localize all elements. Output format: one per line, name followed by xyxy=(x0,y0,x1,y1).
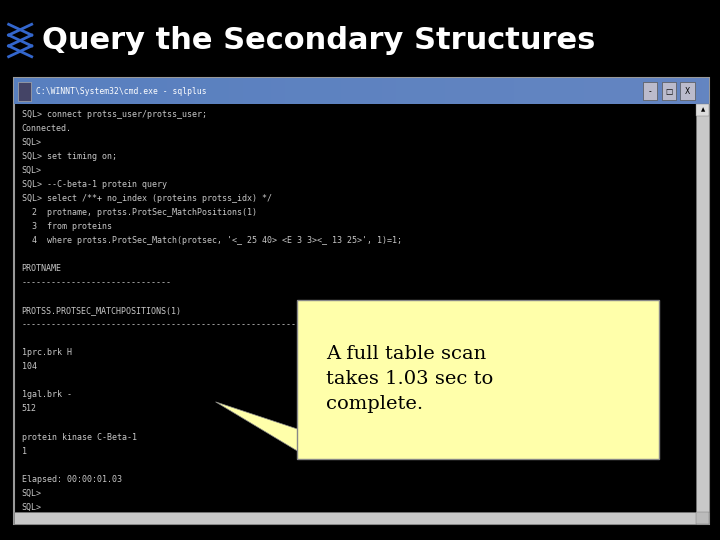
Text: 512: 512 xyxy=(22,404,37,414)
FancyBboxPatch shape xyxy=(696,104,709,116)
Text: □: □ xyxy=(665,87,672,96)
FancyBboxPatch shape xyxy=(680,82,695,100)
Text: protein kinase C-Beta-1: protein kinase C-Beta-1 xyxy=(22,433,137,442)
Text: SQL>: SQL> xyxy=(22,503,42,512)
FancyBboxPatch shape xyxy=(18,82,31,101)
FancyBboxPatch shape xyxy=(14,512,696,524)
Text: 3  from proteins: 3 from proteins xyxy=(22,222,112,231)
Text: PROTSS.PROTSEC_MATCHPOSITIONS(1): PROTSS.PROTSEC_MATCHPOSITIONS(1) xyxy=(22,306,181,315)
FancyBboxPatch shape xyxy=(662,82,676,100)
FancyBboxPatch shape xyxy=(297,300,659,459)
FancyBboxPatch shape xyxy=(14,78,709,104)
Text: SQL> --C-beta-1 protein query: SQL> --C-beta-1 protein query xyxy=(22,180,166,189)
Text: X: X xyxy=(685,87,690,96)
Text: 1: 1 xyxy=(22,447,27,456)
Text: SQL> set timing on;: SQL> set timing on; xyxy=(22,152,117,161)
Text: PROTNAME: PROTNAME xyxy=(22,264,62,273)
Text: -: - xyxy=(649,87,652,96)
Text: A full table scan
takes 1.03 sec to
complete.: A full table scan takes 1.03 sec to comp… xyxy=(326,346,493,414)
FancyBboxPatch shape xyxy=(696,512,709,524)
Text: ▲: ▲ xyxy=(701,107,705,113)
Text: ------------------------------: ------------------------------ xyxy=(22,278,171,287)
Text: 104: 104 xyxy=(22,362,37,372)
Text: Connected.: Connected. xyxy=(22,124,71,133)
Text: Query the Secondary Structures: Query the Secondary Structures xyxy=(42,26,595,55)
Text: 1prc.brk H: 1prc.brk H xyxy=(22,348,71,357)
Text: --------------------------------------------------------------------------------: ----------------------------------------… xyxy=(22,320,422,329)
Text: SQL> connect protss_user/protss_user;: SQL> connect protss_user/protss_user; xyxy=(22,110,207,119)
Text: SQL> select /**+ no_index (proteins protss_idx) */: SQL> select /**+ no_index (proteins prot… xyxy=(22,194,271,203)
Text: 1gal.brk -: 1gal.brk - xyxy=(22,390,71,400)
FancyBboxPatch shape xyxy=(643,82,657,100)
Text: SQL>: SQL> xyxy=(22,166,42,175)
Text: SQL>: SQL> xyxy=(22,138,42,147)
Text: 2  protname, protss.ProtSec_MatchPositions(1): 2 protname, protss.ProtSec_MatchPosition… xyxy=(22,208,256,217)
Text: SQL>: SQL> xyxy=(22,489,42,498)
Text: C:\WINNT\System32\cmd.exe - sqlplus: C:\WINNT\System32\cmd.exe - sqlplus xyxy=(36,87,207,96)
Polygon shape xyxy=(215,402,387,459)
FancyBboxPatch shape xyxy=(696,104,709,512)
FancyBboxPatch shape xyxy=(14,78,709,524)
Text: Elapsed: 00:00:01.03: Elapsed: 00:00:01.03 xyxy=(22,475,122,484)
Text: 4  where protss.ProtSec_Match(protsec, '<_ 25 40> <E 3 3><_ 13 25>', 1)=1;: 4 where protss.ProtSec_Match(protsec, '<… xyxy=(22,236,402,245)
